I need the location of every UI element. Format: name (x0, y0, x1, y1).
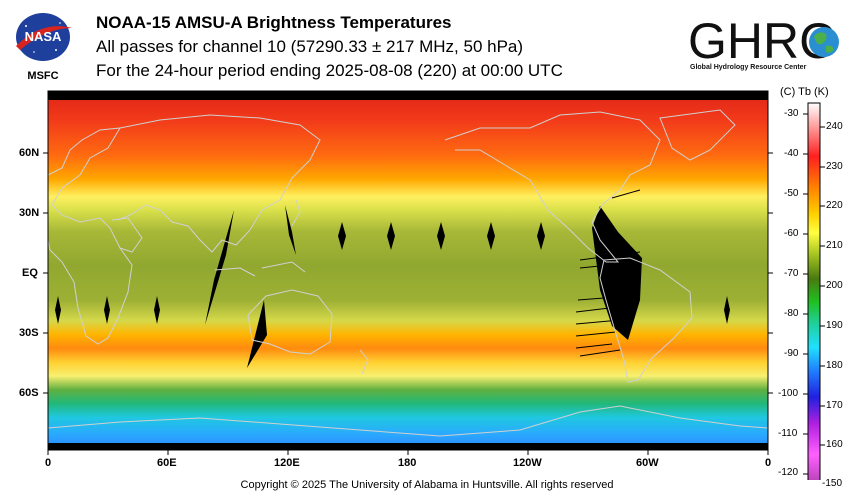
lon-label-120e: 120E (274, 457, 300, 469)
page-title: NOAA-15 AMSU-A Brightness Temperatures (96, 13, 452, 32)
colorbar-ticks (803, 113, 825, 475)
missing-strip-north (48, 91, 768, 101)
cb-kelvin-tick: 160 (826, 439, 843, 450)
lat-label-30n: 30N (19, 207, 40, 219)
cb-celsius-tick: -90 (784, 348, 799, 359)
nasa-sub-label: MSFC (27, 70, 59, 82)
cb-celsius-tick: -80 (784, 308, 799, 319)
ghrc-sub-label: Global Hydrology Resource Center (690, 64, 807, 71)
lon-label-0-east: 0 (765, 457, 772, 469)
cb-celsius-tick: -30 (784, 108, 799, 119)
lat-label-60s: 60S (19, 387, 39, 399)
nasa-logo-text: NASA (25, 29, 62, 44)
lon-label-60w: 60W (636, 457, 659, 469)
cb-celsius-tick: -110 (778, 428, 798, 439)
axis-ticks (43, 152, 773, 455)
period-line: For the 24-hour period ending 2025-08-08… (96, 61, 563, 80)
nasa-logo: NASA (16, 13, 72, 61)
cb-kelvin-tick: 210 (826, 240, 843, 251)
cb-celsius-tick: -100 (778, 388, 799, 399)
cb-kelvin-tick: 200 (826, 280, 843, 291)
data-gaps (55, 205, 730, 368)
title-block: NOAA-15 AMSU-A Brightness Temperatures A… (96, 11, 563, 83)
cb-kelvin-tick: 180 (826, 360, 843, 371)
cb-celsius-tick: -50 (784, 188, 799, 199)
cb-celsius-tick: -70 (784, 268, 799, 279)
lat-label-60n: 60N (19, 147, 40, 159)
lon-label-0: 0 (45, 457, 52, 469)
cb-celsius-tick: -150 (822, 478, 843, 489)
colorbar (807, 102, 821, 480)
cb-celsius-tick: -120 (778, 467, 799, 478)
cb-kelvin-tick: 190 (826, 320, 843, 331)
page-subtitle: All passes for channel 10 (57290.33 ± 21… (96, 37, 524, 56)
temperature-field (48, 100, 768, 445)
ghrc-logo: GHRC (688, 13, 839, 69)
cb-kelvin-tick: 240 (826, 121, 843, 132)
lat-label-eq: EQ (22, 267, 38, 279)
coastlines (47, 109, 769, 437)
swath-edge-lines (575, 189, 641, 357)
copyright-text: Copyright © 2025 The University of Alaba… (240, 479, 614, 491)
cb-celsius-tick: -60 (784, 228, 799, 239)
missing-strip-south (48, 443, 768, 450)
cb-kelvin-tick: 170 (826, 400, 843, 411)
lon-label-180: 180 (398, 457, 417, 469)
lat-label-30s: 30S (19, 327, 39, 339)
lon-label-60e: 60E (157, 457, 177, 469)
cb-kelvin-tick: 230 (826, 161, 843, 172)
lon-label-120w: 120W (513, 457, 542, 469)
brightness-map (43, 90, 825, 480)
cb-kelvin-tick: 220 (826, 200, 843, 211)
cb-celsius-tick: -40 (784, 148, 799, 159)
colorbar-header: (C) Tb (K) (780, 86, 829, 98)
